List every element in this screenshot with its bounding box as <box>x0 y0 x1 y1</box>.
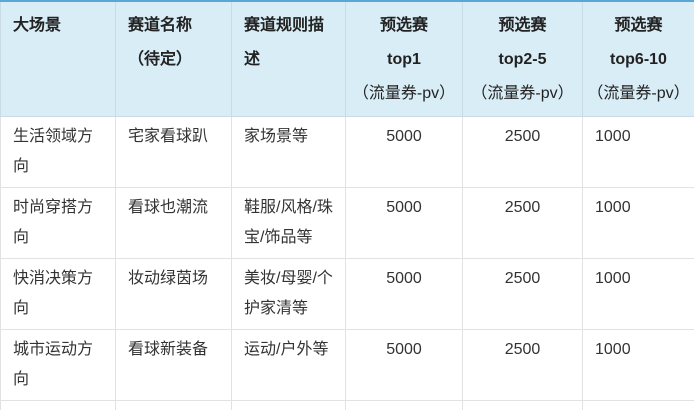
cell-track-name: 看球美食趴 <box>115 400 232 410</box>
cell-top1: 5000 <box>345 258 463 330</box>
cell-track-rules: 茶/食品等 <box>231 400 346 410</box>
cell-top6-10: 1000 <box>582 258 694 330</box>
header-cell-top1: 预选赛 top1 （流量券-pv） <box>345 1 463 117</box>
header-cell-top2-5: 预选赛 top2-5 （流量券-pv） <box>462 1 583 117</box>
prelim-unit-label: （流量券-pv） <box>587 85 690 102</box>
header-cell-track-rules: 赛道规则描述 <box>231 1 346 117</box>
cell-top6-10: 1000 <box>582 400 694 410</box>
prelim-rank-label: top6-10 <box>610 51 667 68</box>
cell-scene: 时尚穿搭方向 <box>0 187 116 259</box>
cell-track-rules: 鞋服/风格/珠宝/饰品等 <box>231 187 346 259</box>
cell-track-rules: 美妆/母婴/个护家清等 <box>231 258 346 330</box>
cell-track-name: 宅家看球趴 <box>115 116 232 188</box>
cell-track-rules: 运动/户外等 <box>231 329 346 401</box>
cell-track-name: 看球也潮流 <box>115 187 232 259</box>
cell-top6-10: 1000 <box>582 116 694 188</box>
prelim-stage-label: 预选赛 <box>379 17 428 34</box>
header-cell-scene: 大场景 <box>0 1 116 117</box>
cell-top2-5: 2500 <box>462 116 583 188</box>
cell-scene: 城市运动方向 <box>0 329 116 401</box>
table-row: 城市运动方向 看球新装备 运动/户外等 5000 2500 1000 <box>0 329 694 401</box>
prelim-rank-label: top2-5 <box>498 51 547 68</box>
cell-top2-5: 2500 <box>462 400 583 410</box>
cell-top1: 5000 <box>345 400 463 410</box>
cell-top6-10: 1000 <box>582 187 694 259</box>
cell-scene: 生活领域方向 <box>0 116 116 188</box>
cell-top2-5: 2500 <box>462 258 583 330</box>
table-header: 大场景 赛道名称（待定） 赛道规则描述 预选赛 top1 （流量券-pv） 预选… <box>0 1 694 117</box>
cell-top1: 5000 <box>345 187 463 259</box>
cell-top1: 5000 <box>345 329 463 401</box>
cell-top1: 5000 <box>345 116 463 188</box>
prelim-stage-label: 预选赛 <box>498 17 547 34</box>
cell-track-name: 妆动绿茵场 <box>115 258 232 330</box>
table-body: 生活领域方向 宅家看球趴 家场景等 5000 2500 1000 时尚穿搭方向 … <box>0 116 694 410</box>
cell-top6-10: 1000 <box>582 329 694 401</box>
cell-track-name: 看球新装备 <box>115 329 232 401</box>
prelim-unit-label: （流量券-pv） <box>471 85 574 102</box>
header-cell-track-name: 赛道名称（待定） <box>115 1 232 117</box>
cell-top2-5: 2500 <box>462 329 583 401</box>
table-row: 快消决策方向 妆动绿茵场 美妆/母婴/个护家清等 5000 2500 1000 <box>0 258 694 330</box>
cell-track-rules: 家场景等 <box>231 116 346 188</box>
prelim-rank-label: top1 <box>387 51 421 68</box>
table-row: 美食方向 看球美食趴 茶/食品等 5000 2500 1000 <box>0 400 694 410</box>
table-row: 时尚穿搭方向 看球也潮流 鞋服/风格/珠宝/饰品等 5000 2500 1000 <box>0 187 694 259</box>
cell-top2-5: 2500 <box>462 187 583 259</box>
table-row: 生活领域方向 宅家看球趴 家场景等 5000 2500 1000 <box>0 116 694 188</box>
prelim-unit-label: （流量券-pv） <box>352 85 456 102</box>
prelim-stage-label: 预选赛 <box>614 17 663 34</box>
header-cell-top6-10: 预选赛 top6-10 （流量券-pv） <box>582 1 694 117</box>
cell-scene: 快消决策方向 <box>0 258 116 330</box>
cell-scene: 美食方向 <box>0 400 116 410</box>
header-row: 大场景 赛道名称（待定） 赛道规则描述 预选赛 top1 （流量券-pv） 预选… <box>0 1 694 117</box>
